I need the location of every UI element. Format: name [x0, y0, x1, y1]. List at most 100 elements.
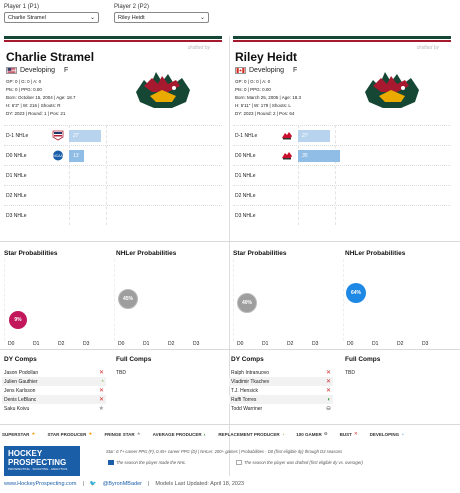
- full-comps-value: TBD: [345, 370, 355, 376]
- logo-line2: PROSPECTING: [8, 458, 67, 467]
- axis-label: D0: [8, 341, 15, 347]
- axis-label: D0: [118, 341, 125, 347]
- row-label: D0 NHLe: [235, 152, 256, 159]
- ncaa-logo-icon: NCAA: [53, 150, 64, 161]
- nhler-prob-title: NHLer Probabilities: [345, 250, 406, 257]
- nhle-value: 13: [73, 152, 79, 159]
- comp-name: Jens Karlsson: [4, 387, 36, 394]
- prob-value: 45%: [122, 296, 133, 302]
- star-prob-chart: 40%: [233, 259, 333, 341]
- comp-item[interactable]: Ralph Intranuovo ✕: [229, 368, 333, 377]
- website-link[interactable]: www.HockeyProspecting.com: [4, 481, 77, 487]
- comp-name: Raffi Torres: [231, 396, 257, 403]
- legend-label: BUST: [339, 431, 352, 437]
- axis-label: D2: [397, 341, 404, 347]
- hockey-prospecting-logo: HOCKEY PROSPECTING PROSPECTING · SCOUTIN…: [4, 446, 80, 476]
- twitter-icon: 🐦: [89, 481, 97, 487]
- nhle-rows: D-1 NHLe 27 D0 NHLe NCAA 13 D1 NHLe D2 N…: [4, 125, 222, 225]
- average-producer-icon: ◐: [327, 396, 331, 403]
- star-prob-title: Star Probabilities: [233, 250, 287, 257]
- dy-comps-title: DY Comps: [231, 356, 264, 363]
- axis-labels: D0 D1 D2 D3: [237, 341, 337, 347]
- usa-flag-icon: [6, 67, 17, 74]
- full-comps-title: Full Comps: [345, 356, 381, 363]
- axis-label: D3: [422, 341, 429, 347]
- comp-item[interactable]: T.J. Hensick ✕: [229, 386, 333, 395]
- nhle-rows: D-1 NHLe 27 D0 NHLe 35 D1 NHLe D2 NHLe D…: [233, 125, 451, 225]
- stat-line: GP: 0 | G: 0 | A: 0: [235, 79, 271, 84]
- axis-label: D2: [168, 341, 175, 347]
- player1-dropdown[interactable]: Charlie Stramel ⌄: [4, 12, 99, 23]
- player-stats: GP: 0 | G: 0 | A: 0 Pts: 0 | PPG: 0.00 B…: [235, 78, 301, 118]
- comp-item[interactable]: Saku Koivu ★: [2, 404, 106, 413]
- comp-name: Saku Koivu: [4, 405, 30, 412]
- nhle-bar: 13: [69, 149, 84, 162]
- nhle-row: D0 NHLe 35: [233, 145, 451, 165]
- team-stripe-green: [233, 36, 451, 39]
- bust-icon: ✕: [98, 397, 104, 403]
- legend-label: 100 GAMER: [296, 431, 322, 437]
- comp-name: Denis LeBlanc: [4, 396, 37, 403]
- twitter-link[interactable]: @ByronMBader: [102, 481, 142, 487]
- comp-item[interactable]: Denis LeBlanc ✕: [2, 395, 106, 404]
- row-label: D0 NHLe: [6, 152, 27, 159]
- star-icon: ★: [98, 406, 104, 412]
- axis-labels: D0 D1 D2 D3: [347, 341, 447, 347]
- player-status: Developing F: [235, 67, 297, 74]
- axis-label: D3: [193, 341, 200, 347]
- moose-jaw-logo-icon: [282, 152, 292, 160]
- nhle-row: D2 NHLe: [233, 185, 451, 205]
- dy-comps-list: Jason Podollan ✕ Julien Gauthier ◔ Jens Ka…: [2, 368, 106, 413]
- nhle-value: 27: [302, 132, 308, 139]
- replacement-producer-icon: ◔: [281, 431, 285, 437]
- nhle-row: D0 NHLe NCAA 13: [4, 145, 222, 165]
- prob-circle: 9%: [9, 311, 27, 329]
- status-text: Developing: [249, 67, 285, 74]
- bust-icon: ✕: [325, 388, 331, 394]
- axis-label: D1: [33, 341, 40, 347]
- legend-label: STAR PRODUCER: [47, 431, 87, 437]
- dy-comps-list: Ralph Intranuovo ✕ Vladimir Tkachev ✕ T.J.…: [229, 368, 333, 413]
- axis-label: D0: [237, 341, 244, 347]
- prob-value: 9%: [14, 317, 22, 323]
- axis-labels: D0 D1 D2 D3: [118, 341, 218, 347]
- axis-label: D3: [312, 341, 319, 347]
- comp-name: Ralph Intranuovo: [231, 369, 270, 376]
- comp-item[interactable]: Julien Gauthier ◔: [2, 377, 106, 386]
- comp-item[interactable]: Todd Warriner ⊖: [229, 404, 333, 413]
- legend-item: DEVELOPING ◔: [370, 432, 404, 437]
- comp-name: Todd Warriner: [231, 405, 263, 412]
- separator: |: [82, 481, 84, 487]
- team-stripe-red: [233, 40, 451, 42]
- comp-item[interactable]: Vladimir Tkachev ✕: [229, 377, 333, 386]
- position-text: F: [64, 67, 69, 74]
- superstar-icon: ★: [31, 431, 36, 436]
- 100-gamer-icon: ⊖: [325, 406, 331, 412]
- bust-icon: ✕: [325, 370, 331, 376]
- comp-name: Vladimir Tkachev: [231, 378, 270, 385]
- player2-dropdown[interactable]: Riley Heidt ⌄: [114, 12, 209, 23]
- last-updated: Models Last Updated: April 18, 2023: [155, 481, 245, 487]
- footnote-text: The season the player was drafted (first…: [244, 460, 363, 465]
- stat-line: H: 5'11" | W: 179 | Shoots: L: [235, 103, 291, 108]
- comp-item[interactable]: Jason Podollan ✕: [2, 368, 106, 377]
- usntdp-logo-icon: [52, 130, 64, 141]
- legend-label: SUPERSTAR: [2, 431, 30, 437]
- prob-value: 40%: [241, 300, 252, 306]
- bust-icon: ✕: [353, 431, 358, 436]
- legend-item: 100 GAMER ⊖: [296, 431, 327, 437]
- legend-item: AVERAGE PRODUCER ◐: [153, 432, 207, 437]
- chevron-down-icon: ⌄: [89, 15, 95, 21]
- 100-gamer-icon: ⊖: [323, 431, 328, 436]
- comp-item[interactable]: Jens Karlsson ✕: [2, 386, 106, 395]
- stat-line: H: 6'3" | W: 216 | Shoots: R: [6, 103, 61, 108]
- center-divider: [229, 36, 230, 476]
- comp-item[interactable]: Raffi Torres ◐: [229, 395, 333, 404]
- nhle-bar: 27: [69, 129, 101, 142]
- nhle-row: D-1 NHLe 27: [233, 125, 451, 145]
- player2-selector: Player 2 (P2) Riley Heidt ⌄: [114, 4, 209, 23]
- axis-label: D2: [287, 341, 294, 347]
- chevron-down-icon: ⌄: [199, 15, 205, 21]
- row-label: D3 NHLe: [235, 212, 256, 219]
- prob-value: 64%: [350, 290, 361, 296]
